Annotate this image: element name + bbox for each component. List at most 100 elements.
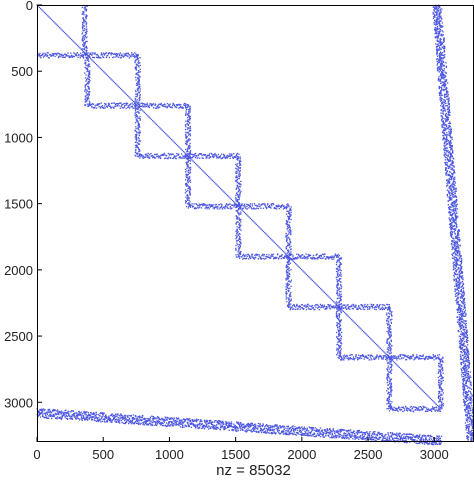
coupling-entry bbox=[210, 420, 212, 422]
block-entry bbox=[310, 305, 312, 307]
block-entry bbox=[333, 307, 336, 309]
block-entry bbox=[387, 408, 390, 410]
block-entry bbox=[287, 230, 289, 232]
block-entry bbox=[186, 136, 189, 138]
coupling-entry bbox=[262, 425, 264, 427]
block-entry bbox=[399, 358, 401, 360]
block-entry bbox=[85, 15, 88, 17]
block-entry bbox=[186, 155, 188, 157]
block-entry bbox=[418, 357, 420, 360]
coupling-entry bbox=[307, 430, 310, 432]
diagonal-entry bbox=[196, 164, 198, 166]
block-entry bbox=[186, 150, 188, 152]
block-entry bbox=[366, 356, 368, 359]
block-entry bbox=[86, 103, 89, 105]
block-entry bbox=[423, 406, 425, 409]
block-entry bbox=[397, 357, 400, 359]
block-entry bbox=[388, 359, 390, 361]
block-entry bbox=[416, 356, 419, 358]
block-entry bbox=[387, 346, 389, 349]
block-entry bbox=[339, 266, 341, 269]
diagonal-entry bbox=[70, 38, 73, 41]
block-entry bbox=[189, 109, 191, 112]
coupling-entry bbox=[334, 432, 336, 435]
coupling-entry bbox=[265, 432, 268, 434]
block-entry bbox=[182, 155, 184, 157]
block-entry bbox=[389, 331, 391, 333]
block-entry bbox=[153, 156, 155, 158]
coupling-entry bbox=[80, 415, 83, 417]
coupling-entry bbox=[238, 423, 241, 425]
block-entry bbox=[200, 207, 203, 209]
block-entry bbox=[438, 401, 440, 403]
block-entry bbox=[346, 355, 349, 357]
coupling-entry bbox=[294, 433, 296, 436]
block-entry bbox=[303, 305, 306, 307]
coupling-entry bbox=[206, 420, 209, 422]
block-entry bbox=[57, 56, 60, 59]
coupling-entry bbox=[151, 415, 153, 417]
block-entry bbox=[225, 203, 228, 206]
coupling-entry bbox=[196, 419, 198, 422]
coupling-entry bbox=[290, 426, 292, 429]
block-entry bbox=[378, 355, 380, 358]
block-entry bbox=[387, 379, 389, 382]
diagonal-entry bbox=[256, 224, 259, 227]
coupling-entry bbox=[284, 433, 286, 435]
diagonal-entry bbox=[165, 133, 167, 135]
block-entry bbox=[185, 200, 187, 202]
block-entry bbox=[185, 182, 188, 185]
block-entry bbox=[336, 343, 338, 346]
block-entry bbox=[183, 157, 185, 159]
block-entry bbox=[441, 376, 443, 378]
block-entry bbox=[186, 166, 189, 168]
block-entry bbox=[285, 208, 287, 210]
diagonal-entry bbox=[296, 264, 298, 266]
block-entry bbox=[339, 351, 341, 353]
block-entry bbox=[421, 355, 424, 357]
block-entry bbox=[340, 263, 342, 265]
coupling-entry bbox=[222, 427, 225, 429]
block-entry bbox=[61, 56, 64, 58]
coupling-entry bbox=[216, 428, 218, 430]
block-entry bbox=[134, 151, 137, 153]
coupling-entry bbox=[109, 417, 111, 419]
coupling-entry bbox=[254, 423, 256, 425]
coupling-entry bbox=[180, 423, 182, 426]
block-entry bbox=[64, 53, 66, 55]
coupling-entry bbox=[120, 413, 122, 415]
coupling-entry bbox=[50, 415, 52, 418]
block-entry bbox=[235, 230, 237, 233]
diagonal-entry bbox=[179, 147, 181, 149]
block-entry bbox=[189, 151, 191, 153]
coupling-entry bbox=[68, 413, 70, 416]
coupling-entry bbox=[214, 427, 217, 430]
block-entry bbox=[188, 114, 190, 117]
block-entry bbox=[339, 294, 341, 296]
coupling-entry bbox=[276, 424, 278, 426]
block-entry bbox=[335, 312, 338, 314]
block-entry bbox=[288, 275, 291, 278]
block-entry bbox=[404, 408, 406, 410]
block-entry bbox=[383, 304, 386, 307]
block-entry bbox=[82, 57, 85, 59]
diagonal-entry bbox=[130, 98, 132, 100]
diagonal-entry bbox=[345, 313, 347, 315]
block-entry bbox=[251, 205, 254, 207]
diagonal-entry bbox=[149, 117, 151, 119]
coupling-entry bbox=[121, 418, 124, 420]
block-entry bbox=[252, 256, 254, 259]
block-entry bbox=[215, 203, 217, 206]
block-entry bbox=[100, 53, 103, 56]
coupling-entry bbox=[77, 417, 79, 419]
coupling-entry bbox=[137, 419, 139, 421]
coupling-entry bbox=[178, 422, 180, 424]
block-entry bbox=[185, 104, 187, 106]
block-entry bbox=[265, 257, 267, 260]
block-entry bbox=[390, 319, 392, 321]
block-entry bbox=[340, 305, 342, 307]
coupling-entry bbox=[306, 434, 309, 436]
block-entry bbox=[235, 194, 237, 197]
block-entry bbox=[320, 255, 322, 258]
block-entry bbox=[420, 406, 423, 409]
